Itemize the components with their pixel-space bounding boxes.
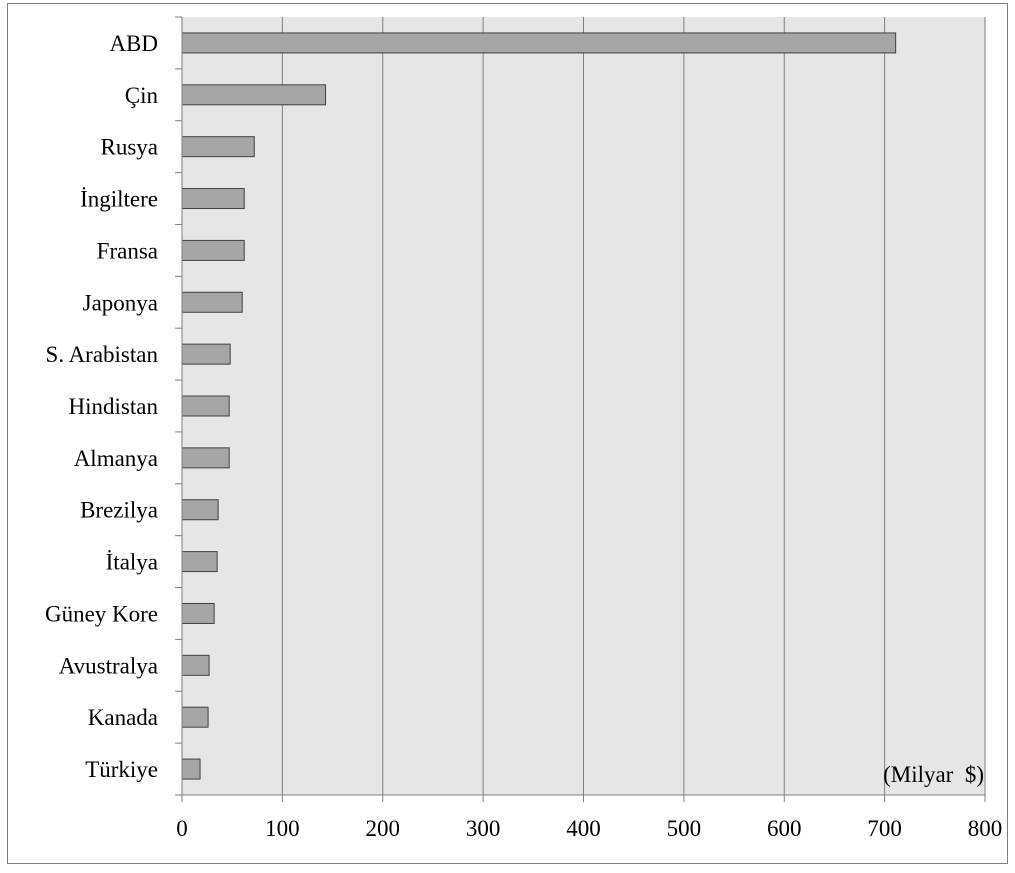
bar — [181, 343, 231, 365]
x-tick-label: 0 — [176, 816, 188, 841]
category-label: Japonya — [83, 290, 158, 315]
category-label: İngiltere — [80, 187, 158, 212]
category-label: Türkiye — [85, 757, 158, 782]
bar — [181, 239, 245, 261]
bars — [181, 32, 897, 780]
category-label: Fransa — [97, 238, 158, 263]
category-label: S. Arabistan — [46, 342, 159, 367]
bar — [181, 758, 201, 780]
category-label: İtalya — [106, 550, 158, 575]
bar — [181, 136, 255, 158]
x-tick-label: 800 — [968, 816, 1003, 841]
category-label: Almanya — [74, 446, 158, 471]
bar — [181, 602, 215, 624]
bar — [181, 395, 230, 417]
bar — [181, 291, 243, 313]
bar — [181, 447, 230, 469]
category-label: Brezilya — [80, 498, 158, 523]
bar — [181, 706, 209, 728]
category-label: Hindistan — [69, 394, 159, 419]
bar — [181, 654, 210, 676]
gridlines — [281, 17, 986, 795]
category-label: Kanada — [88, 705, 158, 730]
category-labels: ABD Çin Rusya İngiltere Fransa Japonya S. Arab… — [45, 31, 159, 782]
x-tick-labels: 0 100 200 300 400 500 600 700 800 — [176, 816, 1002, 841]
x-tick-label: 500 — [667, 816, 702, 841]
x-tick-label: 400 — [566, 816, 601, 841]
x-tick-label: 700 — [867, 816, 902, 841]
x-tick-label: 200 — [366, 816, 401, 841]
unit-label: (Milyar $) — [883, 762, 984, 787]
bar — [181, 499, 219, 521]
x-tick-label: 100 — [265, 816, 300, 841]
bar — [181, 188, 245, 210]
x-tick-label: 600 — [767, 816, 802, 841]
x-tick-label: 300 — [466, 816, 501, 841]
bar — [181, 551, 218, 573]
bar — [181, 84, 327, 106]
category-label: Avustralya — [59, 653, 158, 678]
category-label: Güney Kore — [45, 601, 158, 626]
category-label: Rusya — [101, 135, 159, 160]
bar — [181, 32, 897, 54]
axes — [175, 16, 986, 802]
category-label: Çin — [125, 83, 159, 108]
category-label: ABD — [109, 31, 158, 56]
